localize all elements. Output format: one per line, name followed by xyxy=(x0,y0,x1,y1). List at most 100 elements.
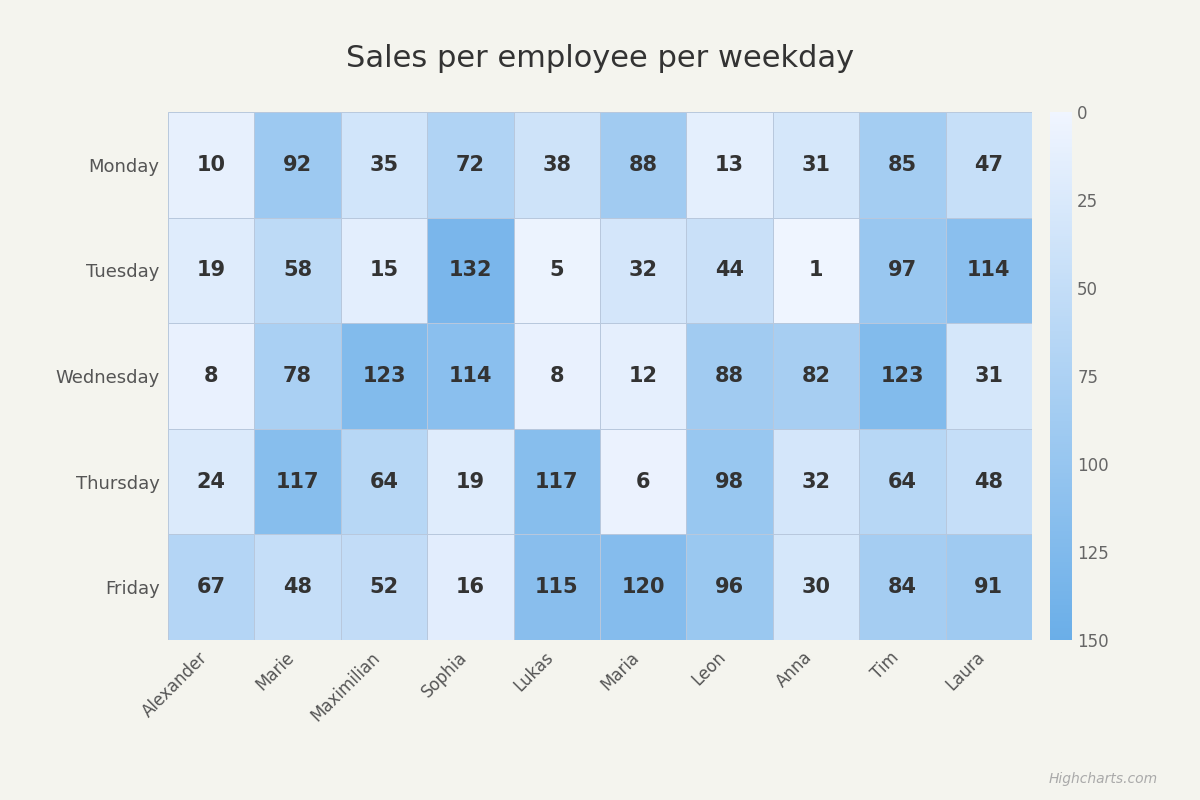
Text: 82: 82 xyxy=(802,366,830,386)
Text: 120: 120 xyxy=(622,578,665,597)
Bar xyxy=(514,534,600,640)
Bar xyxy=(946,429,1032,534)
Text: 10: 10 xyxy=(197,154,226,174)
Text: 1: 1 xyxy=(809,260,823,280)
Bar xyxy=(773,112,859,218)
Bar xyxy=(168,218,254,323)
Text: 31: 31 xyxy=(802,154,830,174)
Text: 13: 13 xyxy=(715,154,744,174)
Bar xyxy=(254,429,341,534)
Text: 31: 31 xyxy=(974,366,1003,386)
Bar xyxy=(946,112,1032,218)
Text: 97: 97 xyxy=(888,260,917,280)
Text: 123: 123 xyxy=(362,366,406,386)
Text: 67: 67 xyxy=(197,578,226,597)
Text: 78: 78 xyxy=(283,366,312,386)
Bar xyxy=(686,429,773,534)
Bar xyxy=(686,534,773,640)
Text: 96: 96 xyxy=(715,578,744,597)
Text: 48: 48 xyxy=(283,578,312,597)
Text: 115: 115 xyxy=(535,578,578,597)
Bar xyxy=(773,218,859,323)
Bar xyxy=(514,112,600,218)
Text: 84: 84 xyxy=(888,578,917,597)
Bar xyxy=(514,429,600,534)
Text: 30: 30 xyxy=(802,578,830,597)
Text: 38: 38 xyxy=(542,154,571,174)
Text: 12: 12 xyxy=(629,366,658,386)
Text: 92: 92 xyxy=(283,154,312,174)
Bar xyxy=(859,429,946,534)
Bar xyxy=(427,429,514,534)
Text: Highcharts.com: Highcharts.com xyxy=(1049,771,1158,786)
Bar xyxy=(254,534,341,640)
Bar xyxy=(514,218,600,323)
Bar xyxy=(427,534,514,640)
Bar xyxy=(600,429,686,534)
Text: 91: 91 xyxy=(974,578,1003,597)
Bar xyxy=(859,218,946,323)
Text: 114: 114 xyxy=(967,260,1010,280)
Text: 44: 44 xyxy=(715,260,744,280)
Bar xyxy=(168,112,254,218)
Bar xyxy=(341,112,427,218)
Bar xyxy=(600,112,686,218)
Text: 98: 98 xyxy=(715,471,744,491)
Bar xyxy=(773,323,859,429)
Text: Sales per employee per weekday: Sales per employee per weekday xyxy=(346,44,854,73)
Text: 6: 6 xyxy=(636,471,650,491)
Bar xyxy=(514,323,600,429)
Text: 19: 19 xyxy=(456,471,485,491)
Bar xyxy=(773,534,859,640)
Text: 19: 19 xyxy=(197,260,226,280)
Text: 132: 132 xyxy=(449,260,492,280)
Bar xyxy=(946,534,1032,640)
Text: 5: 5 xyxy=(550,260,564,280)
Bar xyxy=(600,218,686,323)
Text: 47: 47 xyxy=(974,154,1003,174)
Text: 8: 8 xyxy=(550,366,564,386)
Bar xyxy=(686,112,773,218)
Bar xyxy=(686,218,773,323)
Bar xyxy=(168,534,254,640)
Text: 52: 52 xyxy=(370,578,398,597)
Bar xyxy=(600,534,686,640)
Bar xyxy=(254,218,341,323)
Text: 88: 88 xyxy=(629,154,658,174)
Text: 58: 58 xyxy=(283,260,312,280)
Bar xyxy=(859,112,946,218)
Text: 8: 8 xyxy=(204,366,218,386)
Text: 32: 32 xyxy=(629,260,658,280)
Text: 48: 48 xyxy=(974,471,1003,491)
Text: 114: 114 xyxy=(449,366,492,386)
Bar xyxy=(686,323,773,429)
Text: 16: 16 xyxy=(456,578,485,597)
Bar xyxy=(773,429,859,534)
Bar xyxy=(427,218,514,323)
Text: 117: 117 xyxy=(276,471,319,491)
Bar xyxy=(859,323,946,429)
Text: 88: 88 xyxy=(715,366,744,386)
Bar xyxy=(600,323,686,429)
Bar xyxy=(427,323,514,429)
Text: 35: 35 xyxy=(370,154,398,174)
Bar xyxy=(859,534,946,640)
Bar xyxy=(341,429,427,534)
Text: 85: 85 xyxy=(888,154,917,174)
Text: 32: 32 xyxy=(802,471,830,491)
Text: 64: 64 xyxy=(370,471,398,491)
Text: 15: 15 xyxy=(370,260,398,280)
Bar xyxy=(254,323,341,429)
Text: 24: 24 xyxy=(197,471,226,491)
Bar xyxy=(168,429,254,534)
Text: 64: 64 xyxy=(888,471,917,491)
Bar xyxy=(168,323,254,429)
Bar xyxy=(946,323,1032,429)
Bar xyxy=(341,218,427,323)
Bar xyxy=(341,323,427,429)
Text: 123: 123 xyxy=(881,366,924,386)
Bar xyxy=(254,112,341,218)
Bar xyxy=(341,534,427,640)
Bar xyxy=(946,218,1032,323)
Bar xyxy=(427,112,514,218)
